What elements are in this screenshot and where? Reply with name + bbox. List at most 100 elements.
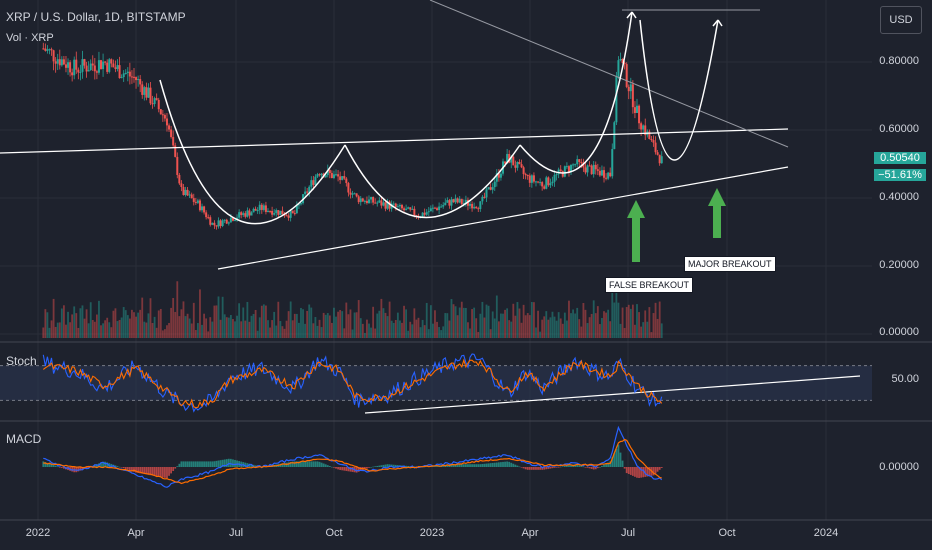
price-candle bbox=[250, 212, 253, 216]
currency-button[interactable]: USD bbox=[880, 6, 922, 34]
volume-bar bbox=[116, 321, 119, 338]
volume-bar bbox=[133, 312, 135, 338]
macd-histogram-bar bbox=[229, 458, 232, 467]
volume-bar bbox=[454, 306, 457, 338]
price-candle bbox=[635, 105, 638, 113]
resistance-line bbox=[0, 128, 789, 154]
volume-bar bbox=[516, 302, 519, 338]
volume-bar bbox=[539, 331, 542, 338]
price-candle bbox=[429, 208, 432, 212]
volume-bar bbox=[172, 297, 175, 338]
macd-histogram-bar bbox=[283, 463, 286, 467]
volume-bar bbox=[174, 311, 177, 338]
price-candle bbox=[611, 149, 614, 177]
volume-bar bbox=[54, 326, 57, 338]
volume-bar bbox=[335, 316, 337, 338]
volume-bar bbox=[118, 319, 121, 338]
volume-bar bbox=[359, 318, 362, 338]
macd-histogram-bar bbox=[460, 464, 463, 467]
macd-histogram-bar bbox=[351, 467, 354, 472]
price-candle bbox=[648, 131, 651, 139]
price-candle bbox=[332, 174, 335, 179]
volume-bar bbox=[520, 322, 523, 338]
volume-bar bbox=[89, 302, 92, 338]
price-candle bbox=[549, 183, 552, 186]
volume-bar bbox=[324, 314, 327, 338]
macd-histogram-bar bbox=[304, 461, 306, 467]
volume-bar bbox=[415, 319, 418, 338]
volume-bar bbox=[190, 323, 193, 338]
price-candle bbox=[438, 206, 441, 210]
volume-bar bbox=[489, 329, 492, 338]
volume-bar bbox=[339, 310, 342, 338]
price-candle bbox=[619, 58, 622, 61]
price-candle bbox=[497, 173, 500, 178]
volume-bar bbox=[502, 313, 504, 338]
volume-bar bbox=[147, 313, 150, 338]
macd-histogram-bar bbox=[93, 465, 96, 467]
price-candle bbox=[405, 208, 408, 211]
price-candle bbox=[339, 176, 342, 180]
macd-histogram-bar bbox=[656, 467, 659, 472]
volume-bar bbox=[285, 320, 288, 338]
price-candle bbox=[493, 181, 496, 188]
stoch-k-line bbox=[42, 353, 663, 413]
price-candle bbox=[359, 198, 362, 203]
price-candle bbox=[248, 210, 251, 216]
price-candle bbox=[596, 169, 599, 171]
macd-histogram-bar bbox=[636, 467, 638, 478]
macd-histogram-bar bbox=[81, 467, 84, 470]
time-axis-tick: Jul bbox=[228, 527, 244, 539]
macd-histogram-bar bbox=[120, 467, 123, 468]
price-candle bbox=[343, 176, 346, 179]
volume-bar bbox=[477, 331, 480, 338]
price-candle bbox=[289, 210, 292, 218]
macd-histogram-bar bbox=[205, 461, 208, 467]
macd-histogram-bar bbox=[322, 463, 325, 467]
volume-bar bbox=[487, 305, 490, 338]
macd-histogram-bar bbox=[374, 466, 377, 467]
volume-bar bbox=[497, 321, 500, 338]
stoch-d-line bbox=[42, 358, 663, 409]
macd-title: MACD bbox=[6, 432, 42, 446]
volume-bar bbox=[219, 319, 222, 338]
price-candle bbox=[89, 63, 92, 71]
volume-bar bbox=[572, 309, 574, 338]
volume-bar bbox=[568, 300, 570, 338]
price-candle bbox=[572, 164, 575, 166]
volume-bar bbox=[392, 322, 395, 338]
price-candle bbox=[42, 48, 45, 50]
price-candle bbox=[660, 156, 663, 164]
volume-bar bbox=[265, 305, 267, 338]
macd-histogram-bar bbox=[543, 467, 546, 470]
macd-histogram-bar bbox=[394, 464, 397, 467]
macd-histogram-bar bbox=[197, 461, 199, 467]
price-candle bbox=[658, 154, 661, 164]
price-candle bbox=[316, 174, 319, 177]
volume-bar bbox=[287, 311, 290, 338]
price-candle bbox=[374, 202, 377, 204]
macd-histogram-bar bbox=[178, 463, 181, 467]
price-candle bbox=[537, 181, 540, 183]
macd-histogram-bar bbox=[588, 467, 591, 469]
macd-histogram-bar bbox=[483, 463, 486, 467]
price-candle bbox=[617, 60, 620, 77]
price-candle bbox=[225, 219, 228, 224]
price-candle bbox=[361, 198, 364, 202]
macd-histogram-bar bbox=[615, 448, 618, 467]
volume-bar bbox=[128, 318, 131, 338]
volume-bar bbox=[384, 312, 387, 338]
volume-bar bbox=[157, 310, 160, 338]
price-candle bbox=[165, 118, 168, 126]
price-candle bbox=[256, 210, 259, 212]
stoch-pane bbox=[0, 353, 872, 414]
volume-bar bbox=[345, 302, 348, 338]
price-candle bbox=[446, 200, 449, 203]
descending-trendline bbox=[429, 0, 789, 148]
volume-bar bbox=[425, 302, 428, 338]
volume-bar bbox=[124, 310, 127, 338]
macd-histogram-bar bbox=[126, 467, 129, 470]
price-candle bbox=[180, 183, 183, 187]
volume-bar bbox=[326, 313, 329, 338]
macd-histogram-bar bbox=[471, 464, 473, 467]
